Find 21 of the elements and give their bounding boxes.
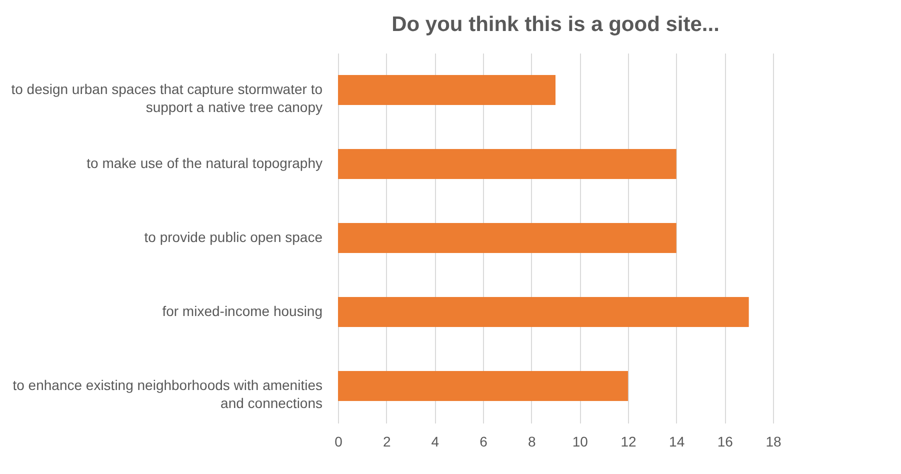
- x-tick-label: 10: [572, 434, 588, 450]
- x-tick-label: 18: [766, 434, 782, 450]
- bar: [338, 297, 749, 327]
- x-tick-label: 0: [334, 434, 343, 450]
- y-tick-label: to design urban spaces that capture stormwater to support a native tree canopy: [11, 81, 323, 115]
- bar: [338, 223, 676, 253]
- bar: [338, 75, 556, 105]
- chart-title: Do you think this is a good site...: [392, 13, 720, 36]
- y-tick-label: to make use of the natural topography: [86, 155, 322, 171]
- x-tick-label: 16: [717, 434, 734, 450]
- bar: [338, 371, 628, 401]
- bar: [338, 149, 676, 179]
- x-tick-label: 4: [431, 434, 440, 450]
- y-tick-label: for mixed-income housing: [162, 303, 322, 319]
- x-tick-label: 8: [528, 434, 536, 450]
- x-tick-label: 14: [669, 434, 685, 450]
- x-tick-label: 2: [382, 434, 391, 450]
- y-tick-label: to enhance existing neighborhoods with amenities and connections: [12, 377, 322, 411]
- x-tick-label: 6: [480, 434, 488, 450]
- y-tick-label: to provide public open space: [144, 229, 323, 245]
- x-tick-label: 12: [620, 434, 636, 450]
